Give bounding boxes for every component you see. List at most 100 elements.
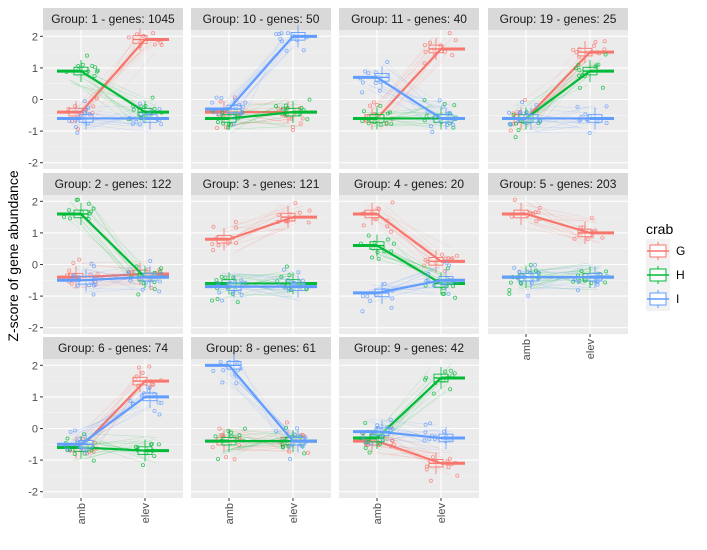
y-tick-label: 1	[32, 228, 38, 240]
data-point	[82, 98, 87, 103]
data-point	[422, 61, 427, 66]
data-point	[428, 421, 433, 426]
mean-line	[80, 70, 146, 114]
data-point	[307, 97, 312, 102]
data-point	[384, 120, 389, 125]
data-point	[91, 292, 96, 297]
data-point	[385, 224, 390, 229]
data-point	[220, 110, 225, 115]
data-point	[217, 290, 222, 295]
data-point	[507, 291, 512, 296]
data-point	[517, 269, 522, 274]
gene-trajectory	[384, 425, 447, 443]
data-point	[288, 212, 293, 217]
data-point	[577, 85, 582, 90]
gene-trajectory	[86, 371, 145, 438]
data-point	[89, 261, 94, 266]
gene-trajectory	[387, 215, 431, 248]
data-point	[360, 294, 365, 299]
facet-panel: Group: 8 - genes: 61 amb elev	[191, 337, 331, 524]
data-point	[366, 71, 371, 76]
gene-trajectory	[367, 105, 445, 115]
data-point	[425, 278, 430, 283]
gene-trajectory	[229, 121, 287, 125]
data-point	[378, 122, 383, 127]
data-point	[301, 48, 306, 53]
data-point	[572, 236, 577, 241]
gene-trajectory	[86, 387, 150, 454]
gene-trajectory	[523, 227, 600, 243]
data-point	[385, 436, 390, 441]
gene-trajectory	[236, 445, 288, 450]
data-point	[422, 438, 427, 443]
data-point	[430, 129, 435, 134]
facet-panel: Group: 6 - genes: 74 -2 -1 0 1 2 amb elev	[28, 337, 183, 524]
data-point	[85, 53, 90, 58]
gene-trajectory	[220, 449, 296, 452]
mean-line	[525, 70, 591, 120]
gene-trajectory	[218, 36, 285, 117]
data-point	[511, 112, 516, 117]
data-point	[227, 360, 232, 365]
x-tick-label: amb	[521, 339, 533, 360]
gene-trajectory	[89, 288, 134, 293]
gene-trajectory	[86, 437, 150, 457]
gene-trajectory	[365, 204, 453, 248]
facet-strip	[339, 8, 479, 30]
mean-line	[376, 430, 442, 440]
facet-strip	[488, 173, 628, 195]
legend-key: G	[646, 239, 685, 263]
data-point	[216, 243, 221, 248]
gene-trajectory	[523, 218, 596, 222]
data-point	[296, 270, 301, 275]
data-point	[75, 283, 80, 288]
data-point	[215, 297, 220, 302]
data-point	[71, 261, 76, 266]
gene-trajectory	[240, 362, 284, 452]
gene-trajectory	[236, 213, 284, 236]
gene-trajectory	[228, 292, 287, 298]
data-point	[377, 88, 382, 93]
gene-trajectory	[227, 378, 300, 454]
data-point	[524, 121, 529, 126]
facet-label: Group: 10 - genes: 50	[203, 12, 320, 26]
data-point	[579, 268, 584, 273]
data-point	[388, 417, 393, 422]
data-point	[583, 112, 588, 117]
legend-label: H	[676, 268, 685, 282]
gene-trajectory	[380, 367, 431, 429]
gene-trajectory	[381, 373, 451, 436]
gene-trajectory	[378, 377, 433, 451]
x-tick-label: elev	[436, 503, 448, 524]
data-point	[516, 119, 521, 124]
y-tick-label: -2	[28, 487, 38, 499]
data-point	[159, 271, 164, 276]
data-point	[428, 124, 433, 129]
data-point	[87, 112, 92, 117]
gene-trajectory	[233, 229, 286, 245]
data-point	[232, 457, 237, 462]
data-point	[576, 279, 581, 284]
legend-title: crab	[646, 221, 673, 237]
data-point	[508, 280, 513, 285]
data-point	[278, 37, 283, 42]
data-point	[237, 289, 242, 294]
data-point	[126, 269, 131, 274]
gene-trajectory	[532, 287, 585, 290]
mean-line	[376, 440, 442, 465]
gene-trajectory	[219, 377, 296, 435]
gene-trajectory	[71, 37, 140, 113]
gene-trajectory	[236, 442, 301, 444]
gene-trajectory	[535, 263, 594, 272]
data-point	[141, 34, 146, 39]
data-point	[130, 121, 135, 126]
gene-trajectory	[378, 375, 439, 435]
gene-trajectory	[370, 38, 433, 115]
data-point	[237, 433, 242, 438]
gene-trajectory	[520, 278, 596, 291]
data-point	[533, 263, 538, 268]
mean-line	[80, 38, 146, 113]
gene-trajectory	[91, 52, 157, 122]
gene-trajectory	[517, 282, 580, 291]
gene-trajectory	[376, 259, 431, 273]
